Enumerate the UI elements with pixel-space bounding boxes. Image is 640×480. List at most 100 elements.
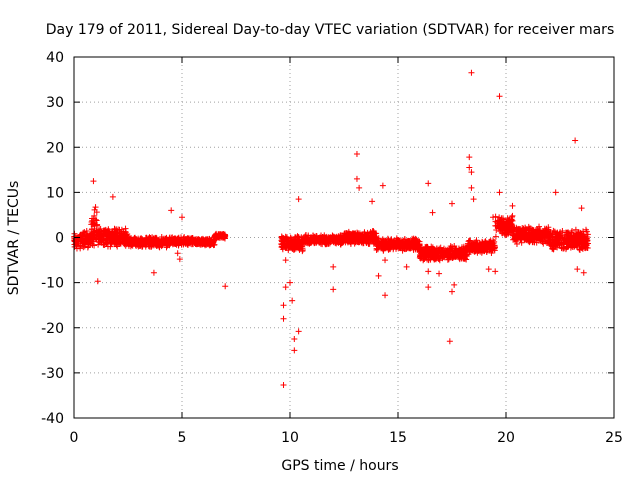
data-point [512,236,519,243]
data-point [513,241,520,248]
data-point [286,244,293,251]
data-point [356,184,363,191]
x-tick-label: 5 [178,430,187,446]
data-point [534,229,541,236]
data-point [449,288,455,295]
data-point [458,244,465,251]
data-point [168,207,175,214]
data-point [345,236,352,243]
data-point [547,231,554,238]
data-point [90,238,97,245]
data-point [425,268,432,275]
data-point [446,251,453,258]
data-point [540,229,547,236]
data-point [429,209,436,216]
data-point [308,236,315,243]
data-point [513,225,520,232]
data-point [193,239,200,246]
data-point [333,238,340,245]
data-point [410,236,417,243]
data-point [573,241,580,248]
data-point [436,257,443,264]
data-point [100,241,107,248]
data-point [459,250,466,257]
data-point [95,229,102,236]
data-point [104,229,111,236]
data-point [100,228,107,235]
data-point [104,237,111,244]
data-point [199,235,206,242]
data-point [280,302,287,309]
data-point [423,254,430,261]
data-point [114,243,121,250]
data-point [563,229,570,236]
data-point [353,175,360,182]
data-point [109,238,116,245]
data-point [540,240,547,247]
data-point [492,218,499,225]
data-point [485,266,492,273]
data-point [89,215,96,222]
data-point [101,227,108,234]
data-point [572,137,579,144]
data-point [403,263,410,270]
data-point [574,230,581,237]
data-point [519,229,526,236]
data-point [497,218,504,225]
data-point [96,226,103,233]
data-point [330,286,337,293]
data-point [282,257,289,264]
data-point [143,240,150,247]
x-tick-label: 20 [497,430,515,446]
data-point [580,228,587,235]
data-point [578,205,585,212]
data-point [446,338,453,345]
data-point [518,230,525,237]
data-point [289,297,296,304]
data-point [295,196,302,203]
x-axis-label: GPS time / hours [281,458,398,474]
data-point [174,250,181,257]
data-point [466,154,473,161]
data-point [391,242,398,249]
y-tick-label: -40 [41,411,64,427]
data-point [433,251,440,258]
data-point [75,238,82,245]
data-point [322,238,329,245]
data-point [387,240,394,247]
data-point [396,243,403,250]
data-point [361,231,368,238]
data-point [517,235,524,242]
data-point [445,254,452,261]
data-point [549,245,556,252]
data-point [369,198,376,205]
data-point [180,241,187,248]
data-point [582,237,589,244]
data-point [291,336,298,343]
data-point [296,245,303,252]
data-point [529,227,536,234]
data-point [80,244,87,251]
data-point [400,244,407,251]
data-point [505,223,512,230]
data-point [525,238,532,245]
data-point [573,242,580,249]
data-point [526,234,533,241]
data-point [183,235,190,242]
data-point [565,243,572,250]
data-point [80,229,87,236]
data-point [382,242,389,249]
data-point [560,238,567,245]
data-point [436,270,443,277]
data-point [118,233,125,240]
data-point [569,241,576,248]
data-point [496,93,503,100]
data-point [574,237,581,244]
data-point [168,236,175,243]
data-point [379,182,386,189]
data-point [280,382,287,389]
data-point [375,240,382,247]
y-tick-label: 10 [46,185,64,201]
data-point [209,237,216,244]
data-point [122,229,129,236]
